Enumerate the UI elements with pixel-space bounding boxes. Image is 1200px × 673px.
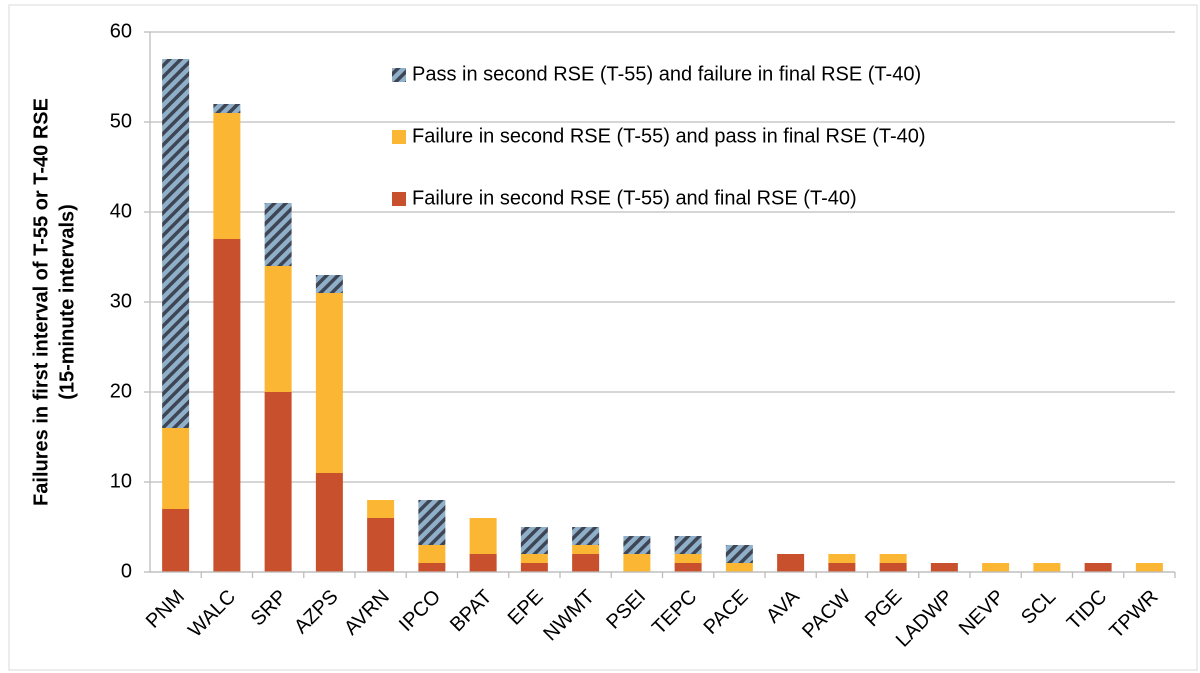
x-tick-label: BPAT — [446, 586, 496, 636]
bar-segment — [623, 536, 651, 554]
bar-segment — [879, 563, 907, 572]
bar-segment — [674, 563, 702, 572]
bar-segment — [264, 203, 292, 266]
bar-segment — [213, 239, 241, 572]
x-tick-label: IPCO — [395, 586, 445, 636]
legend-label: Failure in second RSE (T-55) and final R… — [412, 187, 857, 209]
bar-segment — [469, 518, 497, 554]
bar-segment — [828, 563, 856, 572]
bar-segment — [315, 275, 343, 293]
y-tick-label: 0 — [121, 560, 132, 582]
bar-segment — [982, 563, 1010, 572]
x-tick-label: AVRN — [340, 586, 394, 640]
x-tick-label: TEPC — [648, 586, 701, 639]
x-tick-label: NWMT — [539, 586, 599, 646]
y-tick-label: 30 — [110, 290, 132, 312]
x-tick-label: PNM — [142, 586, 189, 633]
bar-segment — [1084, 563, 1112, 572]
x-tick-label: PACE — [700, 586, 753, 639]
bar-segment — [1135, 563, 1163, 572]
bar-segment — [572, 527, 600, 545]
bar-segment — [162, 59, 190, 428]
x-tick-label: PSEI — [602, 586, 650, 634]
y-axis-title: (15-minute intervals) — [56, 204, 78, 400]
bar-segment — [777, 554, 805, 572]
bar-segment — [213, 113, 241, 239]
bar-segment — [520, 563, 548, 572]
x-tick-label: SRP — [247, 586, 292, 631]
bar-segment — [213, 104, 241, 113]
bar-segment — [879, 554, 907, 563]
bar-segment — [264, 266, 292, 392]
bar-segment — [572, 545, 600, 554]
bar-segment — [418, 545, 446, 563]
legend-swatch — [392, 130, 406, 144]
y-tick-label: 60 — [110, 20, 132, 42]
x-tick-label: PACW — [798, 586, 855, 643]
bar-segment — [572, 554, 600, 572]
x-tick-label: WALC — [184, 586, 240, 642]
bar-segment — [1033, 563, 1061, 572]
x-tick-label: LADWP — [892, 586, 958, 652]
bar-segment — [367, 500, 395, 518]
bar-segment — [828, 554, 856, 563]
bar-segment — [418, 563, 446, 572]
bar-segment — [520, 527, 548, 554]
y-tick-label: 40 — [110, 200, 132, 222]
x-tick-label: PGE — [861, 586, 906, 631]
x-tick-label: TPWR — [1105, 586, 1162, 643]
y-tick-label: 20 — [110, 380, 132, 402]
y-axis-title: Failures in first interval of T-55 or T-… — [30, 98, 52, 506]
bar-segment — [367, 518, 395, 572]
bar-segment — [162, 428, 190, 509]
x-tick-label: SCL — [1017, 586, 1060, 629]
legend-label: Pass in second RSE (T-55) and failure in… — [412, 63, 921, 85]
bar-segment — [162, 509, 190, 572]
bar-segment — [725, 545, 753, 563]
bar-segment — [930, 563, 958, 572]
legend-label: Failure in second RSE (T-55) and pass in… — [412, 125, 926, 147]
bar-segment — [674, 554, 702, 563]
bar-segment — [418, 500, 446, 545]
y-tick-label: 10 — [110, 470, 132, 492]
x-tick-label: TIDC — [1063, 586, 1112, 635]
bar-segment — [623, 554, 651, 572]
bar-segment — [674, 536, 702, 554]
bar-segment — [264, 392, 292, 572]
bar-segment — [315, 473, 343, 572]
bar-segment — [520, 554, 548, 563]
bar-segment — [315, 293, 343, 473]
x-tick-label: AVA — [762, 585, 804, 627]
legend-swatch — [392, 68, 406, 82]
x-tick-label: EPE — [504, 586, 548, 630]
bar-segment — [469, 554, 497, 572]
legend-swatch — [392, 192, 406, 206]
chart-border — [8, 4, 1198, 671]
x-tick-label: NEVP — [955, 586, 1009, 640]
bar-segment — [725, 563, 753, 572]
y-tick-label: 50 — [110, 110, 132, 132]
x-tick-label: AZPS — [290, 586, 343, 639]
